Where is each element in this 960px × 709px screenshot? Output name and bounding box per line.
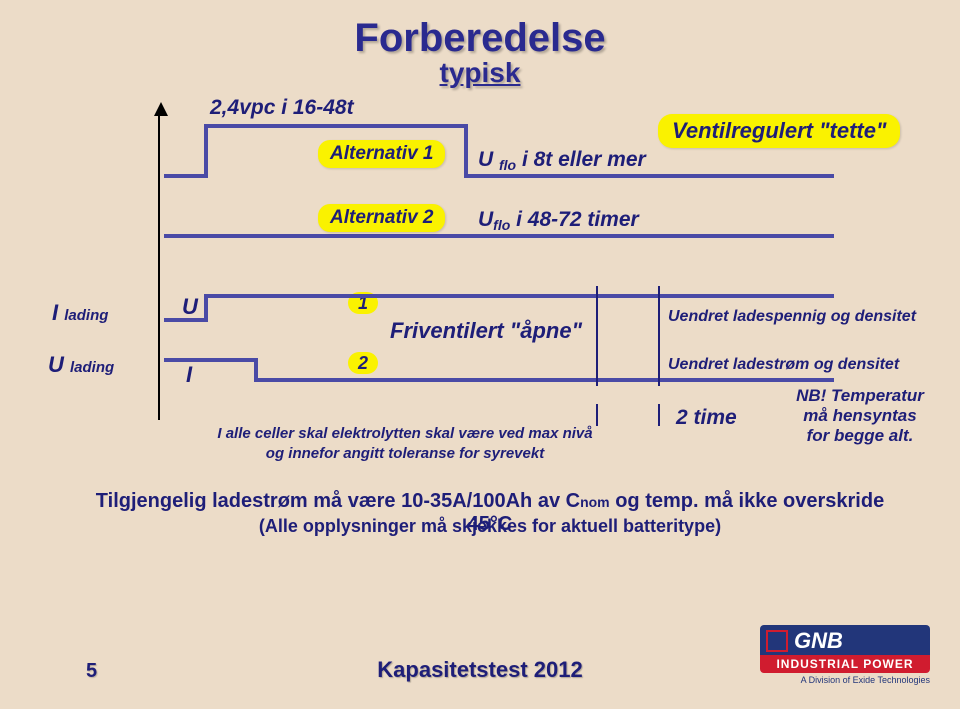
time-tick-r — [658, 404, 660, 426]
nb-note: NB! Temperatur må hensyntas for begge al… — [790, 386, 930, 446]
time-label: 2 time — [676, 406, 737, 430]
chart-area: 2,4vpc i 16-48t Alternativ 1 U flo i 8t … — [158, 110, 838, 460]
enote-l1: I alle celler skal elektrolytten skal væ… — [210, 424, 600, 444]
i-letter: I — [186, 362, 192, 388]
y-axis-arrow — [154, 102, 168, 116]
alt2-uflo-post: i 48-72 timer — [510, 208, 638, 231]
ellipse-line1: Uendret ladespennig og densitet — [668, 308, 916, 326]
vtick-right — [658, 286, 660, 386]
friventilert-label: Friventilert "åpne" — [390, 318, 582, 344]
alt1-uflo-post: i 8t eller mer — [516, 148, 646, 171]
logo-gnb: GNB — [794, 628, 843, 654]
vtick-left — [596, 286, 598, 386]
alt2-uflo-sub: flo — [493, 217, 510, 233]
alt2-uflo: Uflo i 48-72 timer — [478, 208, 639, 232]
alt1-line-high — [204, 124, 464, 128]
title-main: Forberedelse — [0, 16, 960, 61]
nb-l3: for begge alt. — [790, 426, 930, 446]
alt1-uflo-sub: flo — [499, 157, 516, 173]
alt1-line-pre — [164, 174, 204, 178]
u-lading-pre: U — [48, 352, 70, 377]
alt2-line — [164, 234, 834, 238]
nb-l2: må hensyntas — [790, 406, 930, 426]
i-line-pre — [164, 358, 254, 362]
enote-l2: og innefor angitt toleranse for syrevekt — [210, 444, 600, 464]
right-pill: Ventilregulert "tette" — [658, 114, 900, 148]
bottom-paren: (Alle opplysninger må skjekkes for aktue… — [80, 516, 900, 537]
alt1-line-drop — [464, 124, 468, 178]
alt2-uflo-pre: U — [478, 208, 493, 231]
logo-top: GNB — [760, 625, 930, 655]
alt1-pill: Alternativ 1 — [318, 140, 445, 168]
ellipse-line2: Uendret ladestrøm og densitet — [668, 356, 899, 374]
title-sub: typisk — [0, 57, 960, 89]
time-tick-l — [596, 404, 598, 426]
electrolyte-note: I alle celler skal elektrolytten skal væ… — [210, 424, 600, 463]
i-line-main — [254, 378, 834, 382]
u-lading: U lading — [48, 352, 114, 378]
i-lading: I lading — [52, 300, 108, 326]
alt1-step-label: 2,4vpc i 16-48t — [210, 96, 354, 120]
y-axis — [158, 110, 160, 420]
logo: GNB INDUSTRIAL POWER A Division of Exide… — [760, 625, 930, 685]
alt1-line-tail — [464, 174, 834, 178]
num-2: 2 — [348, 352, 378, 374]
alt1-line-riser1 — [204, 124, 208, 178]
u-letter: U — [182, 294, 198, 320]
logo-sub: A Division of Exide Technologies — [760, 675, 930, 685]
u-line-riser — [204, 294, 208, 322]
logo-square-icon — [766, 630, 788, 652]
alt1-uflo: U flo i 8t eller mer — [478, 148, 646, 172]
bt-pre: Tilgjengelig ladestrøm må være 10-35A/10… — [96, 490, 580, 512]
i-lading-post: lading — [64, 307, 108, 324]
i-lading-pre: I — [52, 300, 64, 325]
bt-sub: nom — [580, 494, 610, 510]
alt1-uflo-pre: U — [478, 148, 499, 171]
u-line-main — [204, 294, 834, 298]
logo-bot: INDUSTRIAL POWER — [760, 655, 930, 673]
slide-title: Forberedelse typisk — [0, 16, 960, 89]
nb-l1: NB! Temperatur — [790, 386, 930, 406]
alt2-pill: Alternativ 2 — [318, 204, 445, 232]
i-line-drop — [254, 358, 258, 380]
u-lading-post: lading — [70, 359, 114, 376]
